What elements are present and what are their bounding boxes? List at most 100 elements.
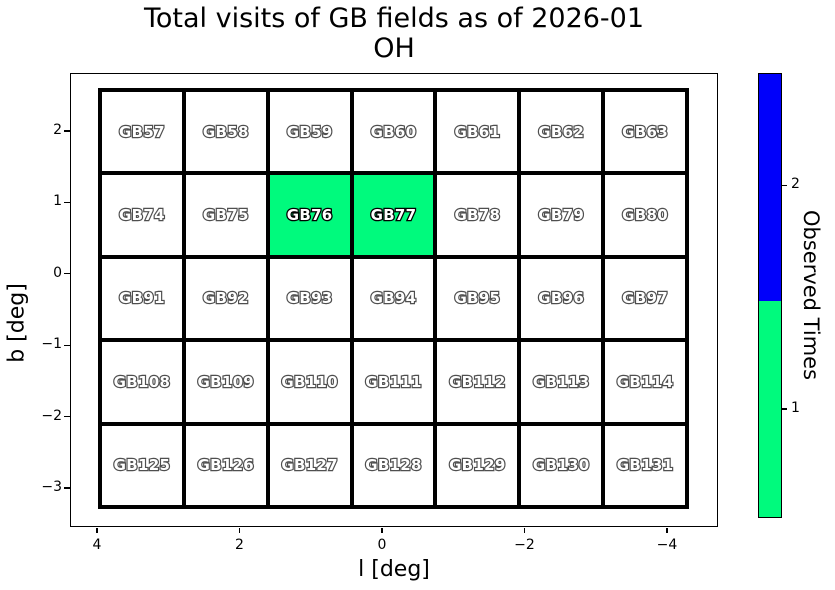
x-tick-mark (666, 527, 668, 533)
y-tick-label: 2 (53, 122, 62, 139)
field-label: GB61 (453, 121, 501, 141)
x-tick-label: 0 (377, 537, 387, 553)
x-tick-mark (238, 527, 241, 533)
field-cell-gb79: GB79 (519, 173, 604, 257)
field-cell-gb111: GB111 (351, 340, 436, 424)
field-cell-gb74: GB74 (100, 173, 184, 257)
x-tick-label: 4 (92, 537, 102, 553)
field-label: GB110 (280, 372, 339, 392)
y-tick-mark (64, 130, 70, 132)
field-cell-gb96: GB96 (519, 256, 604, 341)
field-cell-gb131: GB131 (603, 423, 687, 507)
field-cell-gb80: GB80 (603, 173, 687, 257)
field-cell-gb59: GB59 (267, 90, 352, 174)
x-tick-mark (523, 527, 526, 533)
field-label: GB91 (118, 288, 166, 308)
field-cell-gb130: GB130 (519, 423, 604, 507)
field-label: GB92 (202, 288, 250, 308)
x-tick-label: 2 (235, 537, 244, 553)
field-cell-gb125: GB125 (100, 423, 184, 507)
x-tick-label: −2 (514, 537, 535, 553)
colorbar-label: Observed Times (799, 209, 823, 381)
y-tick-mark (64, 273, 70, 275)
field-label: GB130 (532, 455, 591, 475)
field-label: GB93 (286, 288, 334, 308)
y-tick-label: −1 (41, 336, 62, 353)
chart-title: Total visits of GB fields as of 2026-01 … (70, 4, 718, 64)
x-tick-label: −4 (656, 537, 678, 553)
colorbar-segment-2 (759, 74, 781, 301)
field-cell-gb77: GB77 (351, 173, 436, 257)
field-label: GB127 (280, 455, 339, 475)
y-tick-label: 1 (53, 193, 62, 210)
field-cell-gb114: GB114 (603, 340, 687, 424)
field-cell-gb78: GB78 (435, 173, 520, 257)
field-cell-gb110: GB110 (267, 340, 352, 424)
field-cell-gb129: GB129 (435, 423, 520, 507)
y-axis-label: b [deg] (4, 283, 30, 363)
field-label: GB59 (286, 121, 334, 141)
field-label: GB63 (621, 121, 669, 141)
field-cell-gb108: GB108 (100, 340, 184, 424)
field-cell-gb76: GB76 (267, 173, 352, 257)
field-label: GB96 (537, 288, 585, 308)
field-label: GB111 (364, 372, 423, 392)
field-label: GB126 (196, 455, 255, 475)
field-label: GB128 (364, 455, 423, 475)
field-cell-gb92: GB92 (183, 256, 268, 341)
field-label: GB79 (537, 205, 585, 225)
field-cell-gb57: GB57 (100, 90, 184, 174)
colorbar-tick-label: 1 (791, 399, 800, 416)
field-label: GB74 (118, 205, 166, 225)
field-cell-gb127: GB127 (267, 423, 352, 507)
colorbar-segment-1 (759, 300, 781, 517)
x-tick-mark (96, 527, 98, 533)
field-cell-gb112: GB112 (435, 340, 520, 424)
chart-title-line1: Total visits of GB fields as of 2026-01 (143, 3, 645, 34)
field-cell-gb58: GB58 (183, 90, 268, 174)
colorbar (758, 73, 782, 518)
field-cell-gb128: GB128 (351, 423, 436, 507)
y-tick-mark (64, 201, 70, 203)
field-label: GB125 (112, 455, 171, 475)
field-label: GB97 (621, 288, 669, 308)
field-label: GB78 (453, 205, 501, 225)
field-cell-gb61: GB61 (435, 90, 520, 174)
colorbar-tick-mark (782, 408, 787, 410)
field-label: GB108 (112, 372, 171, 392)
field-label: GB95 (453, 288, 501, 308)
colorbar-tick-label: 2 (791, 176, 800, 193)
y-tick-label: 0 (53, 264, 62, 281)
field-cell-gb63: GB63 (603, 90, 687, 174)
field-cell-gb62: GB62 (519, 90, 604, 174)
field-label: GB60 (369, 121, 417, 141)
y-tick-mark (64, 487, 70, 489)
field-label: GB77 (369, 205, 417, 226)
field-label: GB75 (202, 205, 250, 225)
chart-title-line2: OH (373, 33, 415, 64)
y-tick-label: −2 (41, 407, 62, 424)
y-tick-mark (64, 416, 70, 418)
x-axis-label: l [deg] (358, 557, 430, 582)
field-cell-gb60: GB60 (351, 90, 436, 174)
field-label: GB131 (616, 455, 675, 475)
field-cell-gb94: GB94 (351, 256, 436, 341)
plot-area: GB57 GB58 GB59 GB60 GB61 GB62 GB63 GB74 GB75 GB76… (70, 73, 718, 527)
field-label: GB76 (285, 205, 333, 226)
field-label: GB129 (448, 455, 507, 475)
field-grid: GB57 GB58 GB59 GB60 GB61 GB62 GB63 GB74 GB75 GB76… (98, 88, 689, 509)
field-label: GB109 (196, 372, 255, 392)
field-cell-gb126: GB126 (183, 423, 268, 507)
field-label: GB113 (532, 372, 591, 392)
field-cell-gb109: GB109 (183, 340, 268, 424)
field-cell-gb75: GB75 (183, 173, 268, 257)
field-label: GB57 (118, 121, 166, 141)
field-label: GB114 (616, 372, 675, 392)
field-label: GB94 (369, 288, 417, 308)
field-label: GB62 (537, 121, 585, 141)
colorbar-tick-mark (782, 184, 787, 186)
field-cell-gb113: GB113 (519, 340, 604, 424)
x-tick-mark (381, 527, 383, 533)
field-cell-gb95: GB95 (435, 256, 520, 341)
